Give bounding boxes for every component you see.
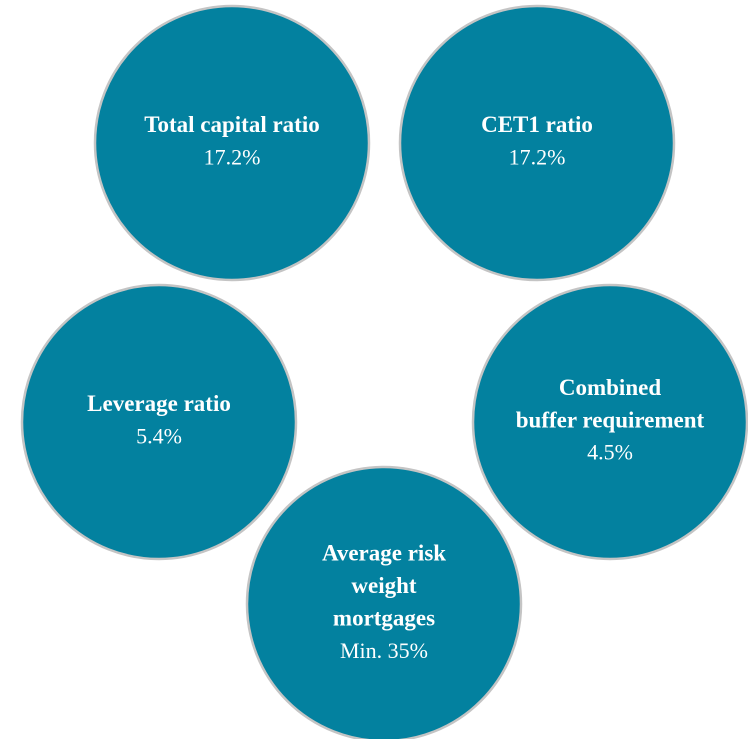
node-label: mortgages [333,606,435,631]
circle [93,4,371,282]
node-value: Min. 35% [340,638,428,663]
circle [471,283,748,561]
node-value: 4.5% [587,440,633,465]
node-value: 5.4% [136,423,182,448]
node-label: Combined [559,375,661,400]
node-label: Total capital ratio [144,112,319,137]
circle [245,465,523,739]
node-label: Average risk [322,541,446,566]
node-value: 17.2% [509,144,566,169]
node-label: buffer requirement [516,407,705,432]
node-label: CET1 ratio [481,112,593,137]
circle [20,283,298,561]
node-value: 17.2% [204,144,261,169]
node-label: Leverage ratio [87,391,231,416]
circle [398,4,676,282]
node-label: weight [351,573,417,598]
